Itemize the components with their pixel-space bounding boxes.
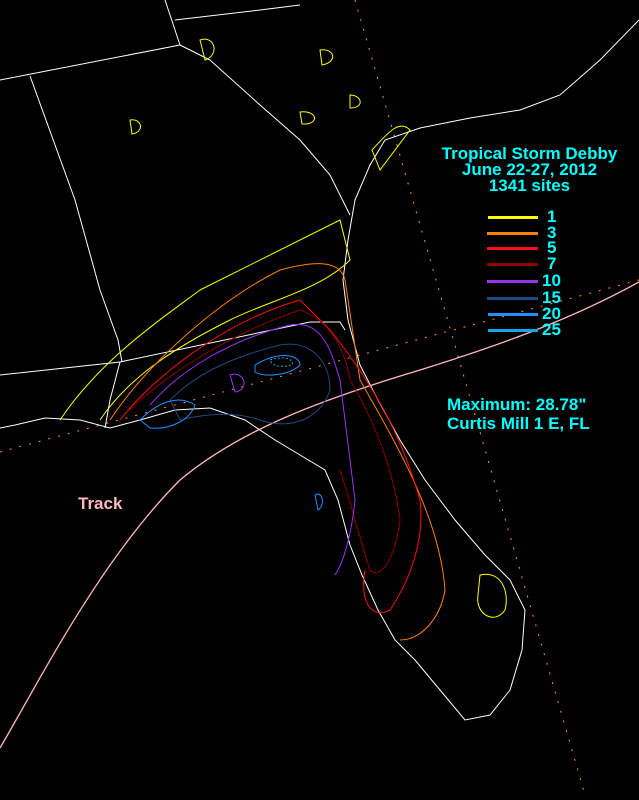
legend-line-7 [487,263,538,266]
contour-25in [269,357,294,367]
legend-label-25: 25 [542,320,561,339]
coastline [0,19,639,721]
legend-label-10: 10 [542,271,561,290]
maximum-info: Maximum: 28.78" Curtis Mill 1 E, FL [447,395,590,433]
legend-line-10 [487,280,538,283]
legend-line-20 [488,313,538,316]
map-title: Tropical Storm Debby June 22-27, 2012 13… [420,144,639,195]
contour-7in [129,309,401,573]
state-border-nc-sc [164,0,301,46]
legend-label-15: 15 [542,288,561,307]
title-dates: June 22-27, 2012 [461,160,598,179]
state-border-tn [0,44,181,81]
maximum-value: Maximum: 28.78" [447,395,587,414]
state-border-fl [0,321,346,376]
legend-line-15 [487,297,538,300]
legend-label-3: 3 [547,223,557,242]
maximum-location: Curtis Mill 1 E, FL [447,414,590,433]
contour-20in [139,355,323,511]
latitude-line [0,279,639,453]
contour-1in [59,219,351,421]
title-sites: 1341 sites [488,176,571,195]
state-border-al-ga [29,75,123,363]
legend-label-5: 5 [547,238,557,257]
legend-label-7: 7 [547,254,557,273]
contour-1in-sc [129,38,411,172]
legend-line-25 [488,329,538,332]
track-label: Track [78,494,123,513]
contour-15in [169,343,331,425]
contour-1in-east [477,573,507,618]
legend-label-20: 20 [542,304,561,323]
contour-10in [149,323,356,576]
legend-line-1 [488,216,538,219]
legend-label-1: 1 [547,207,557,226]
contour-5in [119,299,422,613]
contour-3in [109,263,446,641]
state-border-ga-sc [179,44,351,216]
legend-line-3 [487,232,538,235]
legend-line-5 [487,247,538,250]
storm-track [0,281,639,749]
state-border-al-fl [104,361,121,429]
title-storm-name: Tropical Storm Debby [441,144,618,163]
